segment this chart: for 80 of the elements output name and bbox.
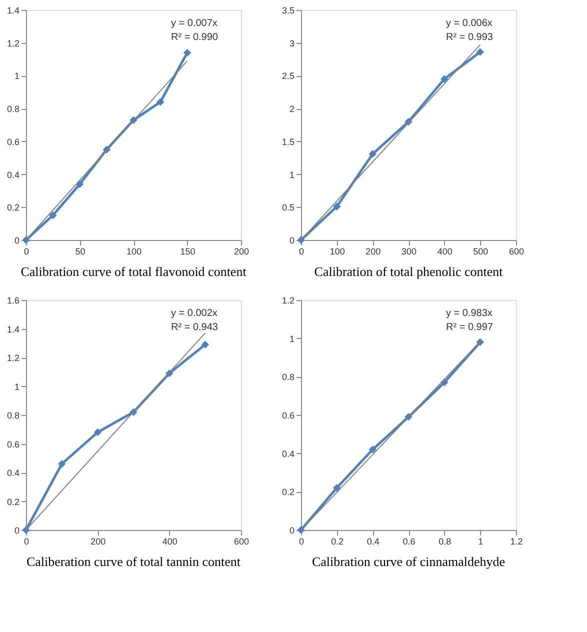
text: Calibration curve of cinnamaldehyde [312,554,506,569]
y-tick-label: 1.2 [6,353,20,363]
text: Caliberation curve of total tannin content [26,554,241,569]
point [368,150,377,158]
x-tick-label: 50 [75,246,86,256]
y-tick-label: 0.8 [6,104,20,114]
y-tick-label: 1 [14,71,20,82]
point [156,98,164,106]
annotation: R² = 0.997 [446,322,494,333]
y-tick-label: 1 [14,382,20,392]
annotation: y = 0.983x [446,308,492,319]
x-tick-label: 600 [234,536,250,546]
x-tick-label: 300 [401,246,417,256]
text: Calibration of total phenolic content [314,264,504,279]
x-tick-label: 0.8 [438,536,452,546]
annotation: R² = 0.943 [171,322,218,333]
x-tick-label: 400 [437,246,452,256]
x-tick-label: 400 [162,536,178,546]
point [201,340,210,348]
x-tick-label: 600 [508,246,524,256]
y-tick-label: 3 [289,38,294,48]
y-tick-label: 1.2 [6,38,20,48]
y-tick-label: 0.2 [6,202,20,213]
x-tick-label: 100 [330,246,345,256]
point [476,48,484,56]
point [183,48,192,57]
y-tick-label: 0 [14,526,20,536]
point [94,428,102,436]
y-tick-label: 0.6 [6,136,20,147]
y-tick-label: 1 [289,334,294,344]
x-tick-label: 1.2 [510,536,523,546]
y-tick-label: 0.4 [282,448,294,459]
y-tick-label: 0.8 [282,372,294,382]
y-tick-label: 0 [289,526,294,536]
x-tick-label: 1 [478,536,484,546]
x-tick-label: 0 [24,536,30,546]
y-tick-label: 0 [14,236,20,246]
x-tick-label: 0.2 [331,536,344,546]
text: Calibration curve of total flavonoid content [20,264,247,279]
y-tick-label: 3.5 [282,6,294,16]
x-tick-label: 0 [24,246,30,256]
y-tick-label: 0.4 [6,468,20,478]
x-tick-label: 0.6 [402,536,416,546]
x-tick-label: 200 [366,246,381,256]
point [440,75,448,83]
x-tick-label: 0 [298,536,304,546]
point [332,484,341,492]
annotation: R² = 0.990 [171,32,218,43]
y-tick-label: 0 [289,236,294,246]
annotation: y = 0.006x [446,18,492,29]
x-tick-label: 200 [90,536,106,546]
y-tick-label: 0.5 [282,202,294,213]
point [476,338,484,346]
y-tick-label: 0.2 [6,496,20,507]
y-tick-label: 2 [289,104,294,114]
y-tick-label: 0.2 [282,487,294,498]
y-tick-label: 1.4 [6,324,20,334]
annotation: y = 0.007x [171,18,218,29]
y-tick-label: 2.5 [282,71,294,82]
y-tick-label: 1 [289,170,294,180]
y-tick-label: 0.8 [6,410,20,420]
y-tick-label: 0.4 [6,170,20,180]
y-tick-label: 0.6 [6,439,20,450]
annotation: y = 0.002x [171,308,218,319]
y-tick-label: 1.4 [6,6,20,16]
y-tick-label: 0.6 [282,410,294,420]
point [368,446,377,454]
point [332,202,341,210]
x-tick-label: 200 [234,246,250,256]
y-tick-label: 1.5 [282,136,294,147]
annotation: R² = 0.993 [446,32,494,43]
x-tick-label: 0 [298,246,304,256]
x-tick-label: 0.4 [366,536,380,546]
y-tick-label: 1.2 [282,296,294,306]
x-tick-label: 100 [126,246,142,256]
point [58,460,66,468]
x-tick-label: 150 [180,246,196,256]
point [49,211,57,220]
y-tick-label: 1.6 [6,296,20,306]
x-tick-label: 500 [473,246,488,256]
